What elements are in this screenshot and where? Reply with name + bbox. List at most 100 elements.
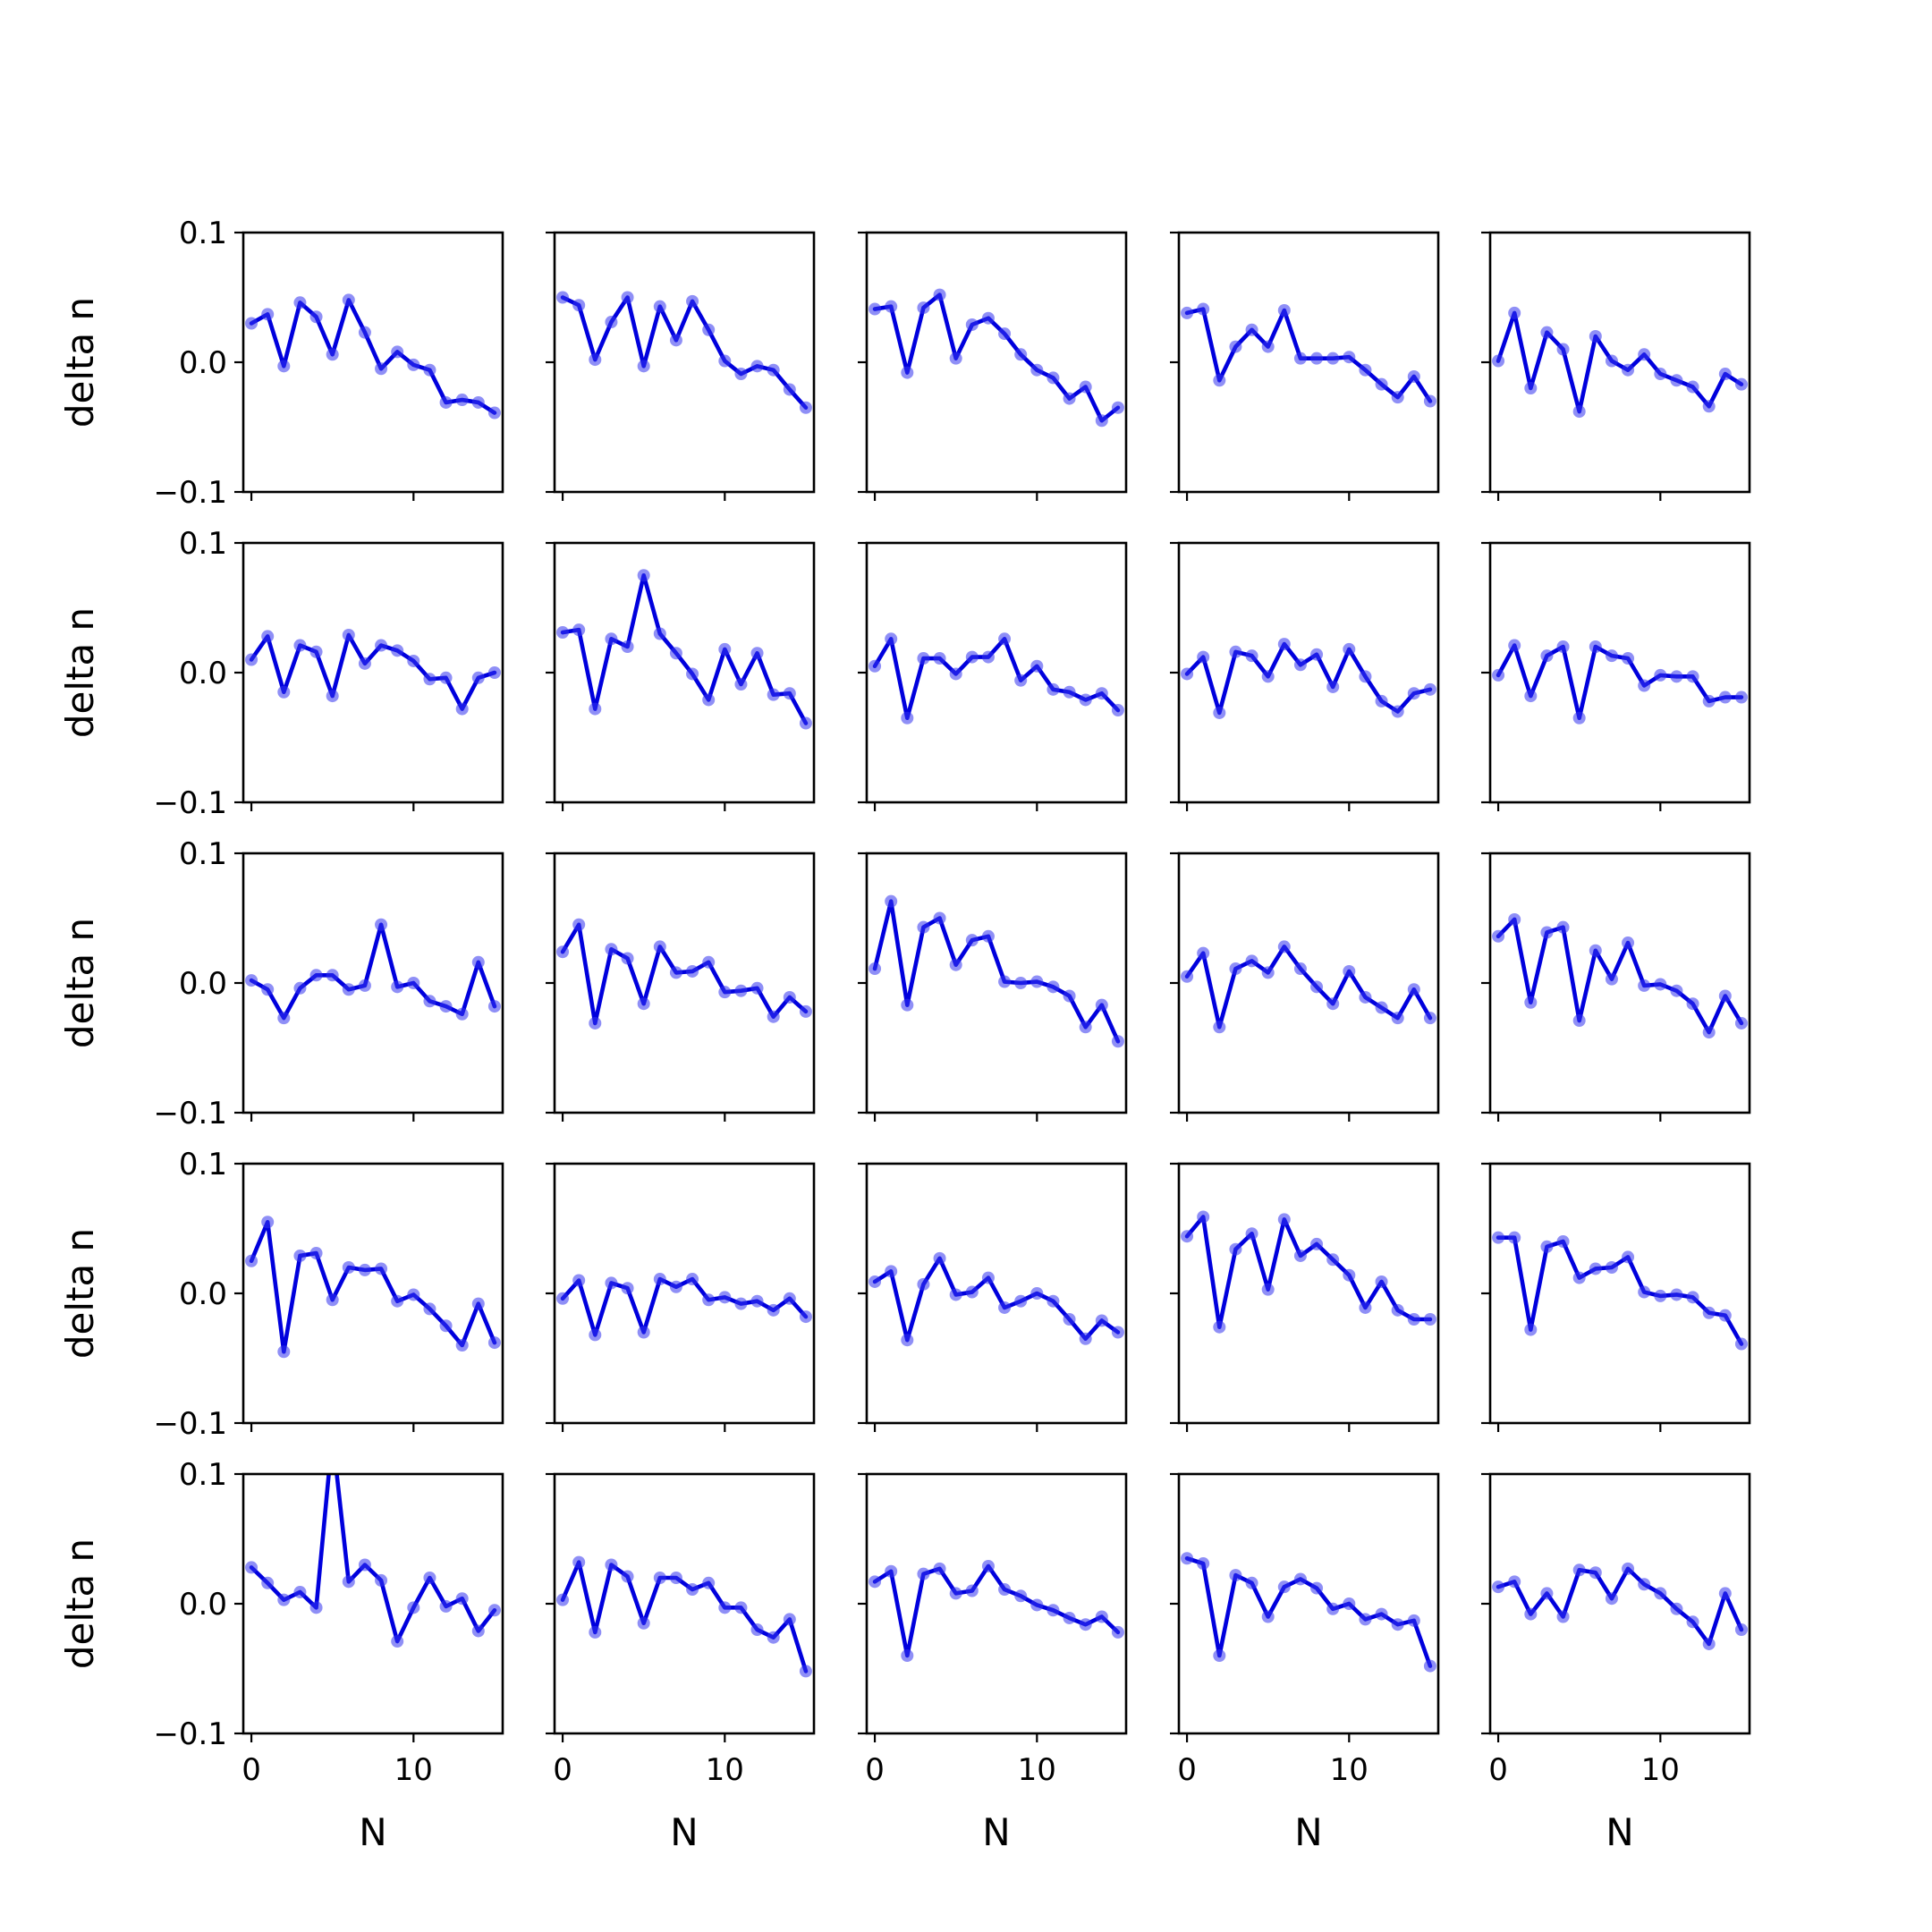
data-point	[1654, 368, 1667, 381]
data-point	[965, 1285, 979, 1299]
data-point	[1524, 382, 1538, 394]
data-point	[277, 685, 291, 699]
series-line	[1184, 945, 1433, 1030]
panel-r1-c4	[1170, 231, 1440, 501]
x-tick-label: 10	[1330, 1752, 1368, 1788]
data-point	[1277, 940, 1291, 953]
axes-frame	[1488, 541, 1751, 804]
data-point	[1686, 380, 1699, 394]
data-point	[375, 1573, 388, 1587]
data-point	[1277, 638, 1291, 651]
data-point	[1572, 405, 1586, 419]
data-point	[1508, 306, 1521, 319]
y-tick-label: 0.0	[179, 1276, 227, 1312]
data-point	[1245, 1227, 1258, 1241]
data-point	[309, 310, 323, 324]
y-tick-label: −0.1	[153, 475, 227, 511]
series-group	[556, 918, 812, 1030]
x-tick-label: 10	[1018, 1752, 1056, 1788]
axes-frame	[865, 541, 1128, 804]
data-point	[277, 360, 291, 373]
x-tick-label: 0	[242, 1752, 261, 1788]
data-point	[1293, 1572, 1307, 1586]
data-point	[1572, 1014, 1586, 1028]
data-point	[1407, 687, 1420, 700]
data-point	[375, 1262, 388, 1275]
data-point	[750, 981, 764, 995]
data-point	[572, 299, 586, 312]
data-point	[885, 1265, 898, 1278]
data-point	[326, 348, 339, 361]
data-point	[767, 688, 780, 701]
data-point	[407, 977, 420, 989]
data-point	[1359, 1301, 1372, 1314]
data-point	[605, 632, 618, 646]
data-point	[1391, 705, 1404, 718]
data-point	[885, 1564, 898, 1578]
data-point	[783, 1613, 796, 1626]
panel-r5-c3: 0 10N	[858, 1472, 1128, 1854]
data-point	[1492, 1580, 1505, 1594]
data-point	[1197, 302, 1210, 316]
data-point	[342, 293, 355, 307]
data-point	[391, 980, 404, 994]
data-point	[423, 363, 436, 377]
data-point	[917, 652, 930, 665]
data-point	[750, 360, 764, 373]
data-point	[1686, 670, 1699, 683]
data-point	[1492, 1231, 1505, 1244]
data-point	[358, 1263, 371, 1276]
data-point	[1111, 1035, 1124, 1048]
axes-frame	[553, 852, 816, 1114]
axes-frame	[1488, 852, 1751, 1114]
series-line	[1496, 1235, 1744, 1346]
data-point	[1540, 649, 1554, 663]
series-group	[1181, 638, 1436, 719]
data-point	[1670, 1602, 1683, 1615]
data-point	[1046, 371, 1060, 385]
data-point	[1245, 1576, 1258, 1589]
data-point	[783, 687, 796, 700]
data-point	[1213, 1320, 1226, 1334]
data-point	[1407, 983, 1420, 996]
data-point	[342, 1575, 355, 1589]
data-point	[471, 671, 485, 684]
data-point	[1540, 326, 1554, 339]
y-axis-label: delta n	[58, 1228, 102, 1359]
data-point	[718, 642, 732, 656]
data-point	[885, 894, 898, 908]
data-point	[471, 1624, 485, 1638]
data-point	[750, 647, 764, 660]
data-point	[1030, 363, 1044, 377]
data-point	[1310, 1581, 1324, 1595]
data-point	[1492, 929, 1505, 943]
data-point	[637, 360, 650, 373]
data-point	[1030, 1598, 1044, 1612]
y-tick-label: −0.1	[153, 1096, 227, 1131]
data-point	[981, 311, 995, 325]
data-point	[293, 296, 307, 309]
data-point	[1589, 330, 1602, 343]
data-point	[277, 1593, 291, 1606]
data-point	[556, 1593, 570, 1606]
data-point	[1063, 685, 1076, 699]
panel-r3-c1: −0.1 0.0 0.1 delta n	[58, 836, 504, 1131]
x-axis-label: N	[1294, 1810, 1322, 1854]
data-point	[572, 1274, 586, 1287]
data-point	[1181, 1230, 1194, 1243]
data-point	[1718, 1309, 1732, 1322]
data-point	[1423, 1012, 1436, 1025]
data-point	[702, 693, 716, 707]
data-point	[637, 1616, 650, 1630]
data-point	[917, 1277, 930, 1291]
data-point	[669, 966, 682, 979]
data-point	[605, 943, 618, 956]
axes-frame	[1177, 541, 1440, 804]
data-point	[342, 628, 355, 641]
data-point	[309, 969, 323, 982]
data-point	[1508, 1575, 1521, 1589]
data-point	[869, 962, 882, 976]
data-point	[1229, 340, 1242, 353]
data-point	[1638, 1285, 1651, 1299]
panel-r5-c4: 0 10N	[1170, 1472, 1440, 1854]
